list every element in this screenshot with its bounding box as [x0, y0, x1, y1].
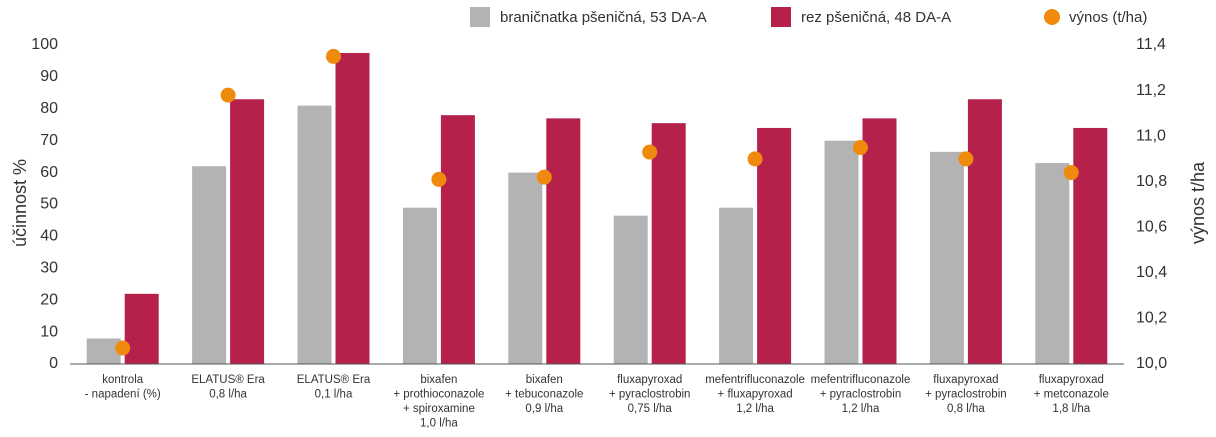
legend-swatch	[771, 7, 791, 27]
category-label: bixafen	[420, 374, 457, 386]
yield-points	[115, 48, 1079, 356]
category-label: fluxapyroxad	[933, 374, 998, 386]
bar-branicnatka	[508, 172, 543, 364]
yield-point	[326, 48, 341, 64]
bar-rez	[335, 52, 370, 364]
category-label: 1,2 l/ha	[842, 403, 880, 415]
legend-label: výnos (t/ha)	[1069, 9, 1147, 26]
category-label: bixafen	[526, 374, 563, 386]
bar-branicnatka	[402, 207, 437, 364]
y-tick-label: 0	[49, 355, 58, 372]
y2-axis-label: výnos t/ha	[1188, 161, 1208, 244]
category-label: mefentrifluconazole	[705, 374, 805, 386]
yield-point	[642, 144, 658, 160]
category-label: + tebuconazole	[505, 389, 583, 401]
yield-point	[958, 151, 974, 167]
bar-branicnatka	[824, 140, 859, 364]
yield-point	[1063, 165, 1079, 181]
bar-rez	[757, 127, 792, 364]
y2-tick-label: 11,4	[1136, 36, 1166, 53]
category-label: fluxapyroxad	[1039, 374, 1104, 386]
bar-branicnatka	[1035, 163, 1070, 364]
y-tick-label: 20	[40, 291, 58, 308]
y2-tick-label: 10,6	[1136, 219, 1167, 236]
bar-branicnatka	[929, 151, 964, 364]
category-label: + pyraclostrobin	[820, 389, 902, 401]
bar-rez	[124, 293, 159, 364]
bar-branicnatka	[613, 215, 648, 364]
legend-swatch	[470, 7, 490, 27]
bar-branicnatka	[86, 338, 121, 364]
category-label: + spiroxamine	[403, 403, 475, 415]
bars	[86, 52, 1108, 365]
yield-point	[431, 171, 447, 187]
bar-rez	[651, 123, 686, 364]
bar-rez	[862, 118, 897, 365]
category-label: 0,8 l/ha	[209, 389, 247, 401]
bar-rez	[1073, 127, 1108, 364]
category-label: 1,2 l/ha	[736, 403, 774, 415]
category-label: + prothioconazole	[393, 389, 484, 401]
legend: braničnatka pšeničná, 53 DA-A rez pšeničn…	[470, 7, 1147, 27]
category-label: + metconazole	[1034, 389, 1109, 401]
bar-rez	[440, 115, 475, 365]
yield-point	[220, 87, 236, 103]
y2-tick-label: 10,0	[1136, 355, 1167, 372]
category-label: ELATUS® Era	[297, 374, 371, 386]
category-label: mefentrifluconazole	[811, 374, 911, 386]
y-tick-label: 30	[40, 260, 58, 277]
y-axis-ticks: 0 10 20 30 40 50 60 70 80 90 100	[31, 36, 58, 372]
category-label: ELATUS® Era	[191, 374, 265, 386]
category-label: 0,75 l/ha	[628, 403, 673, 415]
bar-rez	[230, 99, 265, 364]
legend-label: braničnatka pšeničná, 53 DA-A	[500, 9, 707, 26]
yield-point	[536, 169, 552, 185]
bar-branicnatka	[192, 166, 227, 364]
category-label: + pyraclostrobin	[925, 389, 1007, 401]
bar-rez	[967, 99, 1002, 364]
y-tick-label: 100	[31, 36, 58, 53]
y-axis-label: účinnost %	[10, 159, 30, 247]
bar-rez	[546, 118, 581, 365]
yield-point	[853, 140, 868, 156]
category-label: 1,0 l/ha	[420, 418, 458, 430]
category-label: 0,8 l/ha	[947, 403, 985, 415]
legend-marker	[1044, 9, 1060, 25]
category-label: + pyraclostrobin	[609, 389, 691, 401]
y2-tick-label: 11,0	[1136, 127, 1166, 144]
y2-tick-label: 11,2	[1136, 82, 1166, 99]
y-tick-label: 50	[40, 196, 58, 213]
yield-point	[115, 340, 131, 356]
legend-label: rez pšeničná, 48 DA-A	[801, 9, 951, 26]
y-tick-label: 40	[40, 228, 58, 245]
category-label: - napadení (%)	[85, 389, 161, 401]
category-label: 1,8 l/ha	[1052, 403, 1090, 415]
category-label: kontrola	[102, 374, 144, 386]
y2-tick-label: 10,2	[1136, 310, 1167, 327]
y-tick-label: 60	[40, 164, 58, 181]
y2-tick-label: 10,4	[1136, 264, 1167, 281]
y-tick-label: 70	[40, 132, 58, 149]
y-tick-label: 80	[40, 100, 58, 117]
y-tick-label: 10	[40, 323, 58, 340]
category-label: 0,9 l/ha	[525, 403, 563, 415]
yield-point	[747, 151, 763, 167]
category-label: 0,1 l/ha	[315, 389, 353, 401]
y2-axis-ticks: 10,0 10,2 10,4 10,6 10,8 11,0 11,2 11,4	[1136, 36, 1167, 372]
x-axis-categories: kontrola - napadení (%) ELATUS® Era 0,8 l/h…	[85, 374, 1109, 430]
category-label: fluxapyroxad	[617, 374, 682, 386]
y2-tick-label: 10,8	[1136, 173, 1167, 190]
bar-branicnatka	[719, 207, 754, 364]
category-label: + fluxapyroxad	[718, 389, 793, 401]
y-tick-label: 90	[40, 68, 58, 85]
bar-branicnatka	[297, 105, 332, 365]
